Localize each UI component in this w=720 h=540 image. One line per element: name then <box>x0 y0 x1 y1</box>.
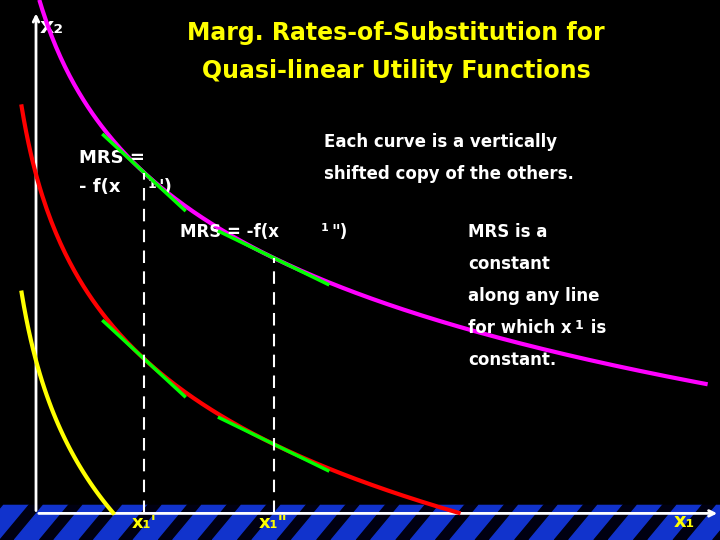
Polygon shape <box>0 505 29 540</box>
Polygon shape <box>14 505 68 540</box>
Polygon shape <box>688 505 720 540</box>
Polygon shape <box>121 533 130 538</box>
Polygon shape <box>554 505 598 540</box>
Polygon shape <box>450 505 504 540</box>
Polygon shape <box>238 505 281 540</box>
Polygon shape <box>396 505 439 540</box>
Polygon shape <box>0 533 6 538</box>
Polygon shape <box>79 505 122 540</box>
Polygon shape <box>713 505 720 540</box>
Polygon shape <box>133 505 187 540</box>
Text: along any line: along any line <box>468 287 600 305</box>
Polygon shape <box>198 505 241 540</box>
Text: x₁: x₁ <box>673 512 695 531</box>
Polygon shape <box>94 505 148 540</box>
Polygon shape <box>72 533 82 538</box>
Text: is: is <box>585 319 606 337</box>
Polygon shape <box>137 533 147 538</box>
Text: for which x: for which x <box>468 319 572 337</box>
Polygon shape <box>634 505 677 540</box>
Text: 1: 1 <box>148 178 156 191</box>
Polygon shape <box>356 505 400 540</box>
Polygon shape <box>56 533 66 538</box>
Polygon shape <box>127 533 135 538</box>
Polygon shape <box>40 505 83 540</box>
Text: x₁': x₁' <box>132 514 156 532</box>
Text: "): ") <box>331 224 348 241</box>
Polygon shape <box>115 533 125 538</box>
Polygon shape <box>0 505 43 540</box>
Polygon shape <box>105 533 114 538</box>
Polygon shape <box>648 505 702 540</box>
Polygon shape <box>50 533 60 538</box>
Polygon shape <box>143 533 152 538</box>
Text: shifted copy of the others.: shifted copy of the others. <box>324 165 574 183</box>
Polygon shape <box>673 505 716 540</box>
Polygon shape <box>62 533 71 538</box>
Polygon shape <box>99 533 109 538</box>
Polygon shape <box>13 533 22 538</box>
Polygon shape <box>277 505 320 540</box>
Text: MRS =: MRS = <box>79 149 145 167</box>
Polygon shape <box>410 505 464 540</box>
Text: Marg. Rates-of-Substitution for: Marg. Rates-of-Substitution for <box>187 21 605 45</box>
Text: constant: constant <box>468 255 550 273</box>
Polygon shape <box>119 505 162 540</box>
Polygon shape <box>19 533 27 538</box>
Text: Each curve is a vertically: Each curve is a vertically <box>324 133 557 151</box>
Polygon shape <box>371 505 425 540</box>
Polygon shape <box>252 505 306 540</box>
Polygon shape <box>148 533 157 538</box>
Polygon shape <box>30 533 39 538</box>
Polygon shape <box>529 505 583 540</box>
Polygon shape <box>436 505 479 540</box>
Text: x₁": x₁" <box>259 514 288 532</box>
Text: - f(x: - f(x <box>79 178 121 196</box>
Text: Quasi-linear Utility Functions: Quasi-linear Utility Functions <box>202 58 590 83</box>
Polygon shape <box>475 505 518 540</box>
Polygon shape <box>24 533 33 538</box>
Text: 1: 1 <box>575 319 583 332</box>
Text: '): ') <box>158 178 172 196</box>
Polygon shape <box>54 505 108 540</box>
Polygon shape <box>594 505 637 540</box>
Polygon shape <box>490 505 544 540</box>
Polygon shape <box>292 505 346 540</box>
Polygon shape <box>7 533 17 538</box>
Polygon shape <box>67 533 76 538</box>
Text: MRS = -f(x: MRS = -f(x <box>180 224 279 241</box>
Polygon shape <box>94 533 104 538</box>
Text: x₂: x₂ <box>40 17 64 37</box>
Polygon shape <box>2 533 12 538</box>
Polygon shape <box>608 505 662 540</box>
Polygon shape <box>89 533 98 538</box>
Polygon shape <box>212 505 266 540</box>
Polygon shape <box>569 505 623 540</box>
Text: constant.: constant. <box>468 351 557 369</box>
Polygon shape <box>515 505 558 540</box>
Polygon shape <box>40 533 49 538</box>
Polygon shape <box>35 533 44 538</box>
Text: 1: 1 <box>320 224 328 233</box>
Polygon shape <box>110 533 120 538</box>
Polygon shape <box>158 505 202 540</box>
Polygon shape <box>132 533 141 538</box>
Polygon shape <box>0 505 4 540</box>
Polygon shape <box>83 533 92 538</box>
Polygon shape <box>173 505 227 540</box>
Text: MRS is a: MRS is a <box>468 224 547 241</box>
Polygon shape <box>45 533 55 538</box>
Polygon shape <box>78 533 87 538</box>
Polygon shape <box>317 505 360 540</box>
Polygon shape <box>331 505 385 540</box>
